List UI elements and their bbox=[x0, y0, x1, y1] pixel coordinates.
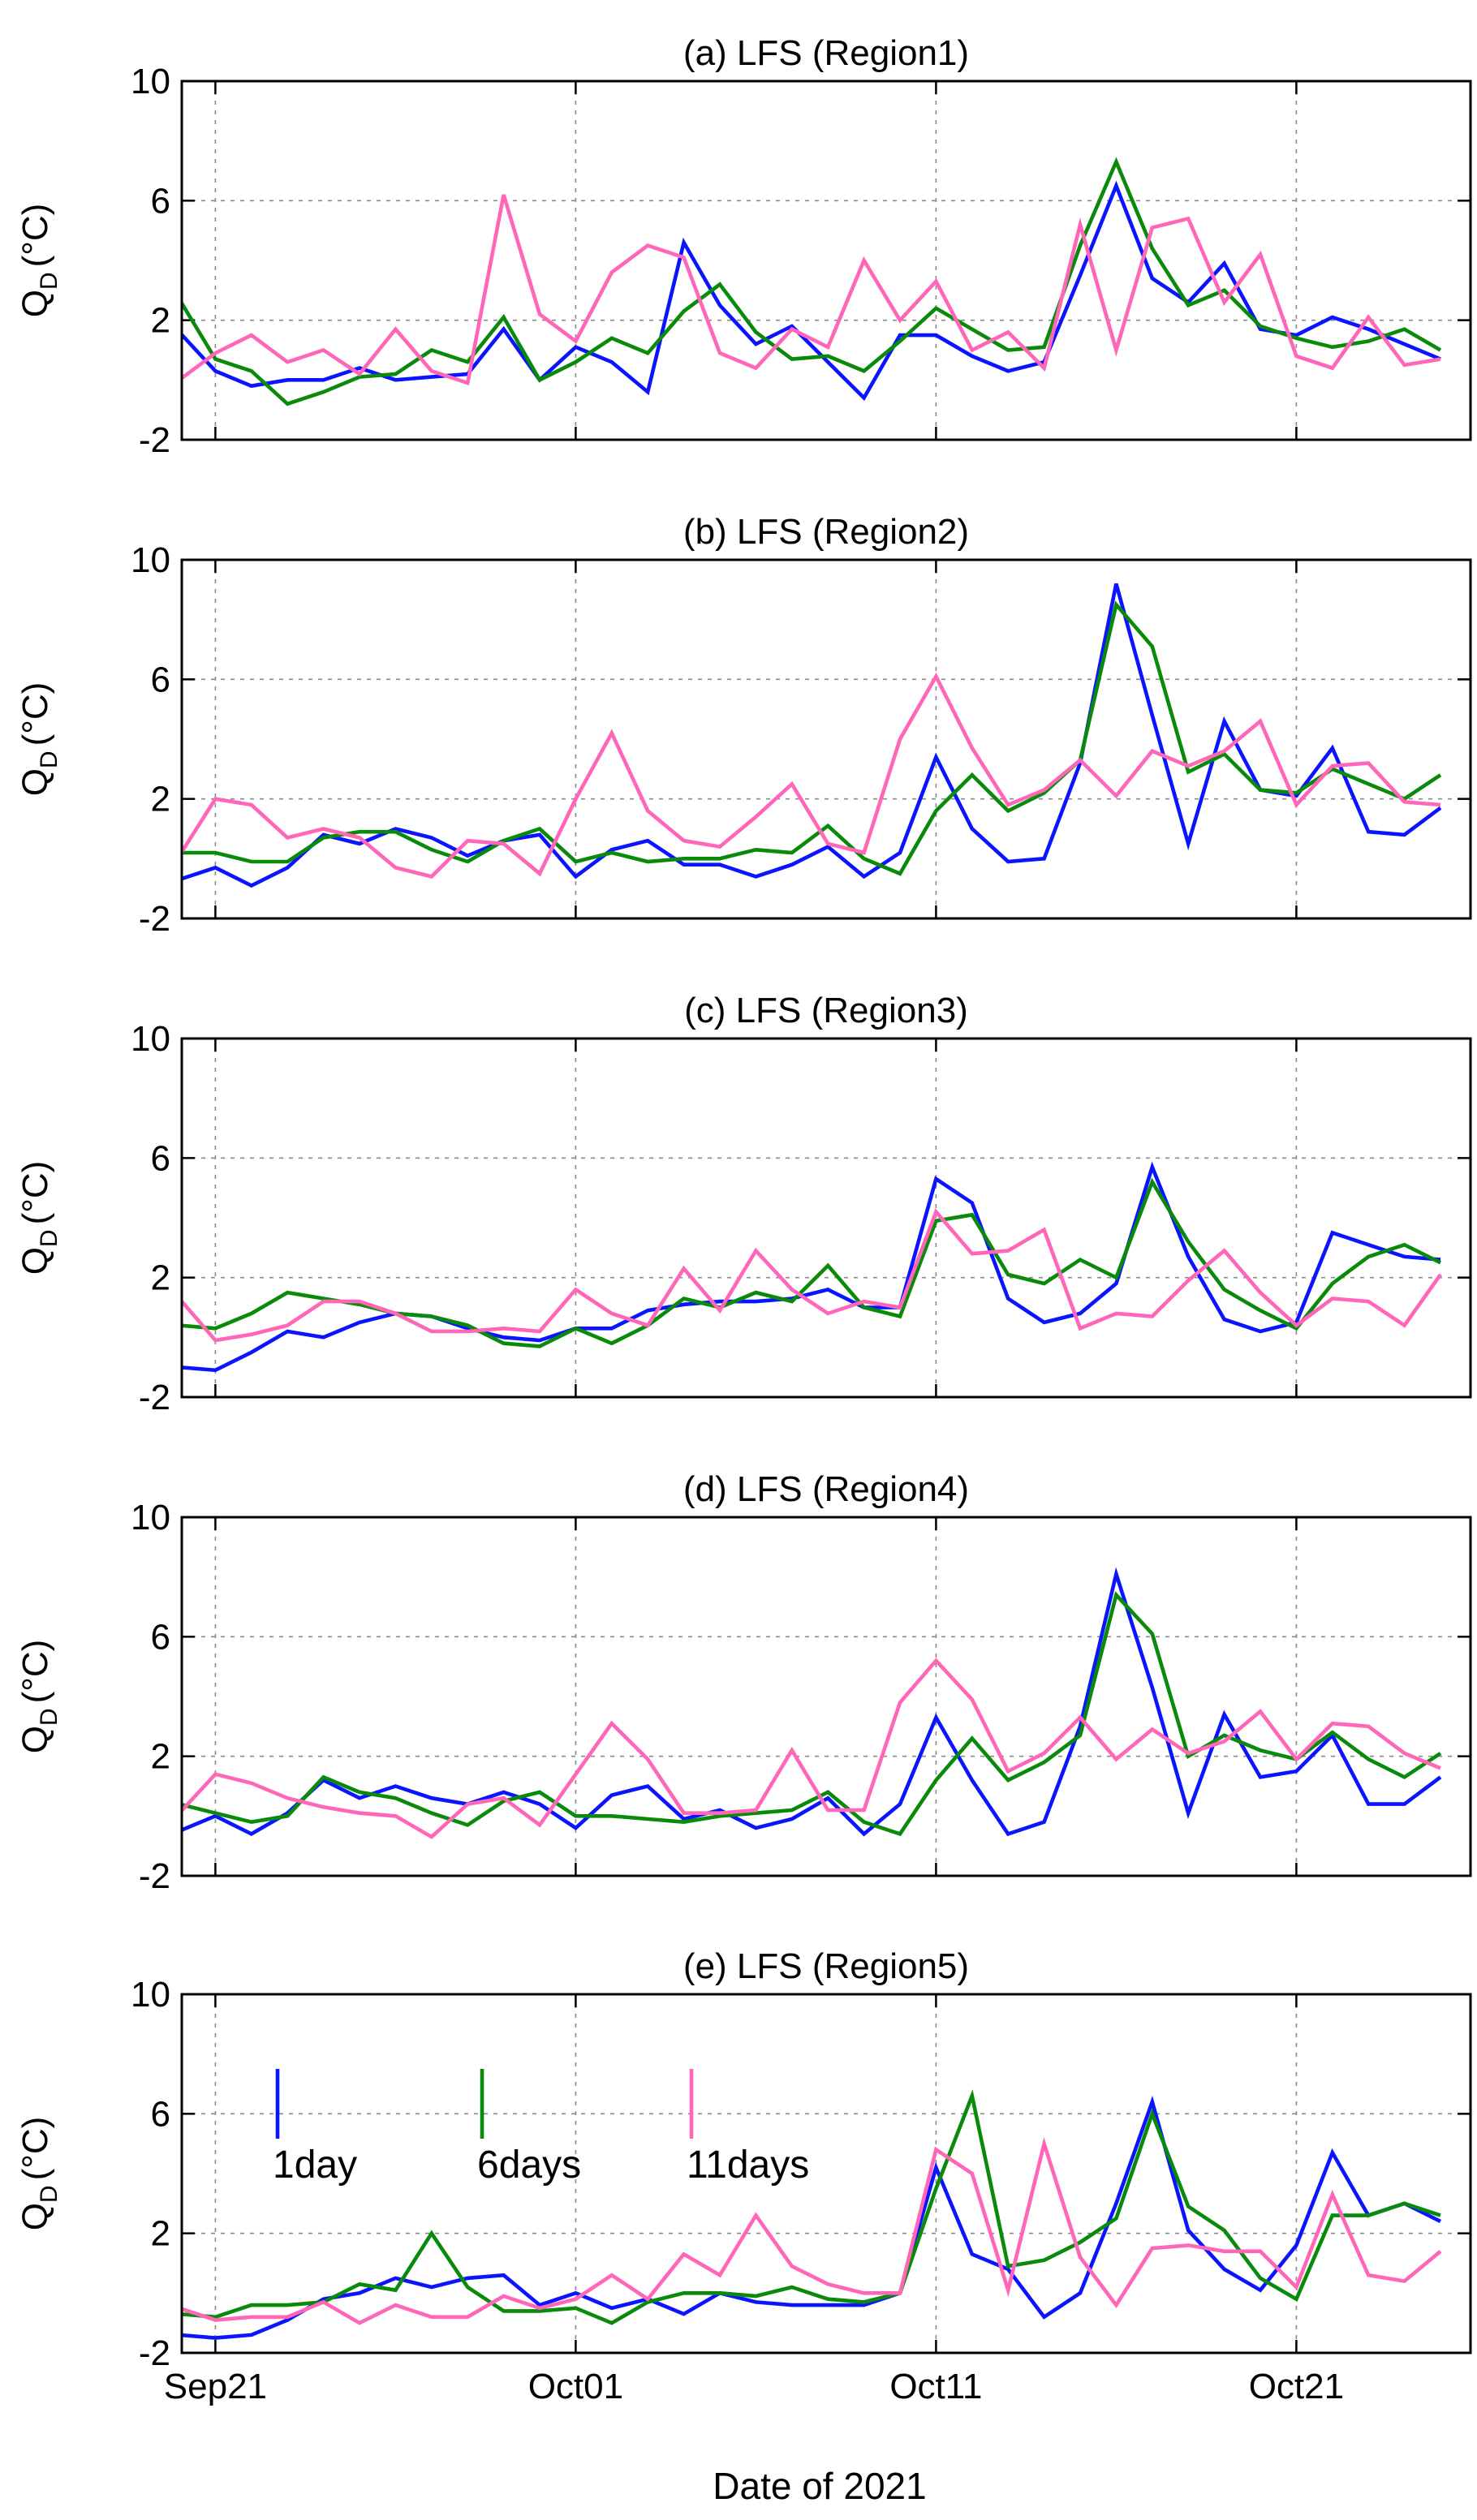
y-tick-label: 2 bbox=[151, 2214, 170, 2254]
series-line-1day bbox=[182, 2095, 1442, 2340]
series-line-11days bbox=[182, 194, 1441, 386]
series-group bbox=[182, 583, 1442, 888]
y-tick-label: -2 bbox=[139, 899, 170, 939]
y-tick-label: 10 bbox=[131, 1498, 170, 1537]
series-line-1day bbox=[182, 1161, 1441, 1373]
y-axis-label-symbol: Q bbox=[15, 290, 55, 317]
y-axis-label-subscript: D bbox=[36, 750, 62, 768]
series-line-1day bbox=[182, 1567, 1442, 1837]
series-line-11days bbox=[182, 2136, 1442, 2325]
y-axis-label: QD (°C) bbox=[15, 2117, 62, 2231]
panel-2: (b) LFS (Region2) -2 2 6 10 QD (°C) bbox=[15, 512, 1472, 939]
y-axis-label-unit: (°C) bbox=[15, 204, 55, 268]
y-axis-label-symbol: Q bbox=[15, 768, 55, 796]
x-tick-label: Sep21 bbox=[164, 2367, 267, 2406]
y-axis-label-subscript: D bbox=[36, 1708, 62, 1726]
plot-frame bbox=[180, 1516, 1472, 1877]
y-axis-label: QD (°C) bbox=[15, 1640, 62, 1754]
panel-1: (a) LFS (Region1) -2 2 6 10 QD (°C) bbox=[15, 33, 1472, 460]
panel-title: (d) LFS (Region4) bbox=[683, 1469, 969, 1509]
y-axis-label-subscript: D bbox=[36, 2185, 62, 2203]
y-tick-label: 2 bbox=[151, 780, 170, 819]
y-tick-label: 6 bbox=[151, 2094, 170, 2134]
panel-title: (a) LFS (Region1) bbox=[683, 33, 969, 73]
plot-frame bbox=[180, 80, 1472, 441]
y-tick-label: 10 bbox=[131, 540, 170, 580]
series-group bbox=[182, 1567, 1442, 1839]
series-group bbox=[182, 1161, 1442, 1373]
y-tick-label: 6 bbox=[151, 660, 170, 699]
series-line-6days bbox=[182, 2089, 1441, 2325]
panel-5: (e) LFS (Region5) -2 2 6 10 Sep21 Oct01 Oct11 Oc… bbox=[15, 1946, 1472, 2406]
y-axis-label: QD (°C) bbox=[15, 682, 62, 797]
y-axis-label-unit: (°C) bbox=[15, 682, 55, 746]
series-line-11days bbox=[182, 672, 1441, 879]
y-axis-label-symbol: Q bbox=[15, 1247, 55, 1275]
y-axis-label-unit: (°C) bbox=[15, 1161, 55, 1225]
x-tick-label: Oct21 bbox=[1249, 2367, 1344, 2406]
y-tick-label: -2 bbox=[139, 420, 170, 460]
y-axis-label: QD (°C) bbox=[15, 204, 62, 318]
x-tick-label: Oct11 bbox=[889, 2367, 982, 2406]
panel-3: (c) LFS (Region3) -2 2 6 10 QD (°C) bbox=[15, 991, 1472, 1417]
y-axis-label-symbol: Q bbox=[15, 1726, 55, 1753]
y-axis-label-unit: (°C) bbox=[15, 1640, 55, 1704]
series-group bbox=[182, 2089, 1442, 2340]
y-tick-label: 10 bbox=[131, 1975, 170, 2015]
series-line-6days bbox=[182, 600, 1442, 876]
legend-label-1day: 1day bbox=[273, 2144, 357, 2187]
y-axis-label-symbol: Q bbox=[15, 2203, 55, 2230]
y-tick-label: 6 bbox=[151, 181, 170, 221]
plot-frame bbox=[180, 1993, 1472, 2354]
y-tick-label: -2 bbox=[139, 1856, 170, 1896]
y-tick-label: 6 bbox=[151, 1138, 170, 1178]
panel-title: (b) LFS (Region2) bbox=[683, 512, 969, 552]
y-axis-label-unit: (°C) bbox=[15, 2117, 55, 2181]
panel-title: (e) LFS (Region5) bbox=[683, 1946, 969, 1986]
y-axis-label-subscript: D bbox=[36, 272, 62, 290]
x-axis-label: Date of 2021 bbox=[713, 2465, 926, 2507]
series-group bbox=[182, 157, 1442, 406]
y-axis-label: QD (°C) bbox=[15, 1161, 62, 1275]
y-tick-label: -2 bbox=[139, 1378, 170, 1417]
legend-label-11days: 11days bbox=[687, 2144, 809, 2187]
y-tick-label: 10 bbox=[131, 1019, 170, 1059]
series-line-1day bbox=[182, 180, 1441, 402]
legend-label-6days: 6days bbox=[477, 2144, 581, 2187]
panel-title: (c) LFS (Region3) bbox=[684, 991, 968, 1030]
y-axis-label-subscript: D bbox=[36, 1229, 62, 1247]
series-line-11days bbox=[182, 1208, 1442, 1343]
x-tick-label: Oct01 bbox=[528, 2367, 623, 2406]
y-tick-label: -2 bbox=[139, 2333, 170, 2373]
legend: 1day 6days 11days bbox=[273, 2069, 809, 2187]
panel-4: (d) LFS (Region4) -2 2 6 10 QD (°C) bbox=[15, 1469, 1472, 1896]
plot-frame bbox=[180, 1037, 1472, 1399]
series-line-11days bbox=[182, 1658, 1441, 1839]
y-tick-label: 2 bbox=[151, 301, 170, 341]
plot-frame bbox=[180, 558, 1472, 920]
y-tick-label: 6 bbox=[151, 1617, 170, 1657]
y-tick-label: 10 bbox=[131, 62, 170, 101]
y-tick-label: 2 bbox=[151, 1258, 170, 1298]
y-tick-label: 2 bbox=[151, 1737, 170, 1777]
